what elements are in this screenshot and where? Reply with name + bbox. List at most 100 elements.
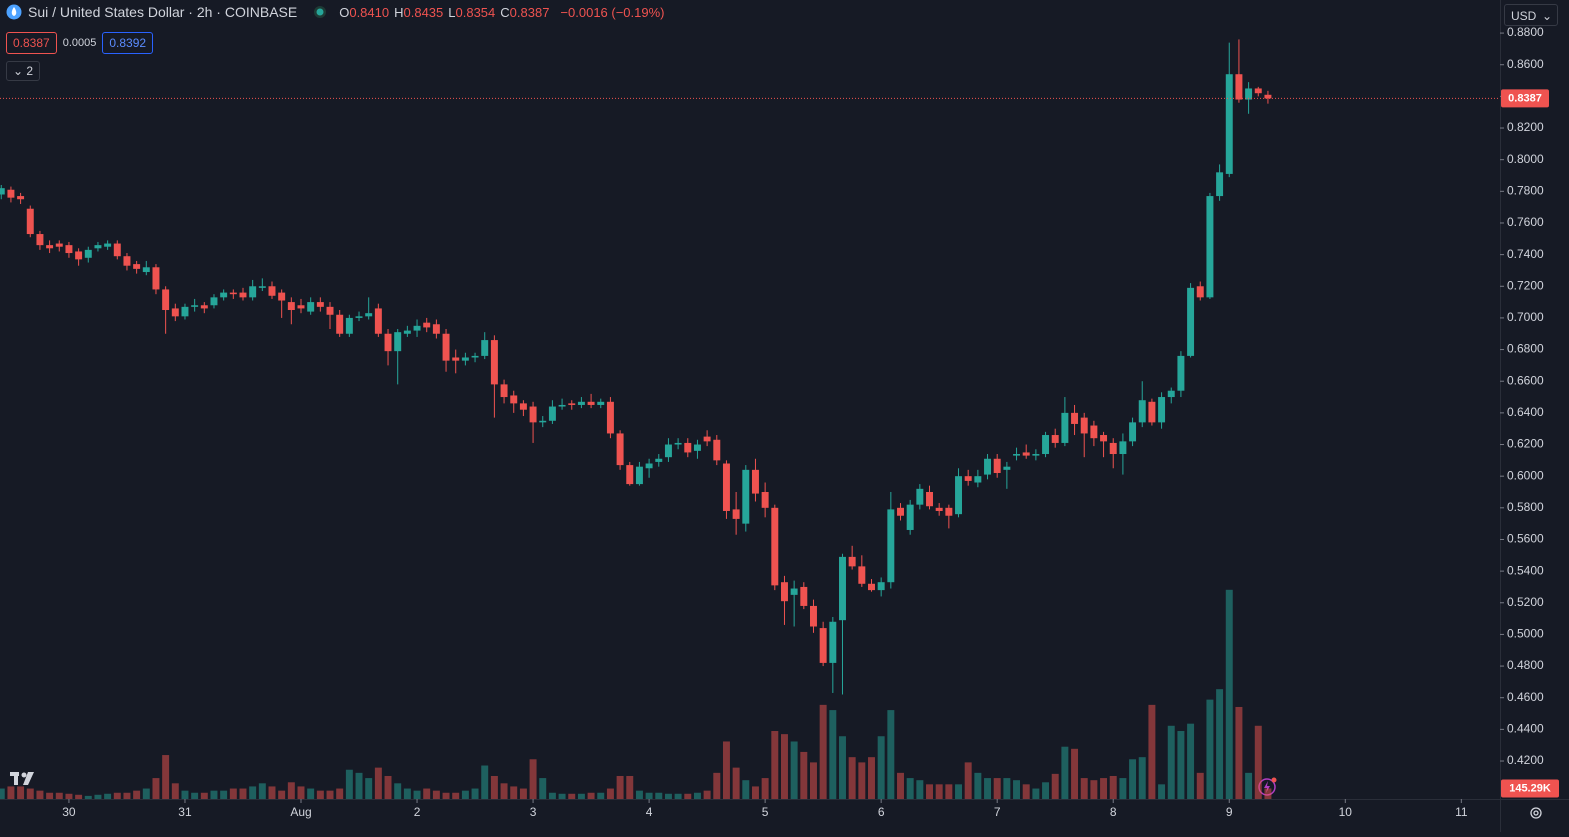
volume-bar bbox=[868, 757, 875, 799]
candle-body bbox=[897, 507, 904, 516]
candle-body bbox=[1071, 412, 1079, 424]
tv-logo bbox=[10, 772, 34, 785]
candle-body bbox=[819, 628, 827, 663]
volume-bar bbox=[519, 788, 527, 799]
volume-bar bbox=[935, 784, 943, 799]
candle-body bbox=[307, 302, 315, 312]
x-tick-label: 6 bbox=[878, 805, 885, 819]
candle-body bbox=[906, 504, 914, 530]
x-tick-label: 7 bbox=[994, 805, 1001, 819]
symbol-title[interactable]: Sui / United States Dollar · 2h · COINBA… bbox=[28, 4, 298, 20]
candle-body bbox=[374, 308, 382, 334]
y-tick-label: 0.6400 bbox=[1507, 405, 1544, 419]
candle-body bbox=[239, 292, 247, 298]
volume-bar bbox=[1013, 780, 1021, 799]
volume-bar bbox=[974, 772, 982, 799]
candle-body bbox=[722, 463, 730, 511]
candle-body bbox=[916, 488, 924, 505]
volume-bar bbox=[220, 790, 228, 799]
ohlc-value: 0.8410 bbox=[349, 4, 390, 20]
candle-body bbox=[1109, 442, 1117, 455]
volume-bar bbox=[819, 704, 827, 799]
price-change: −0.0016 (−0.19%) bbox=[560, 4, 665, 20]
candle-body bbox=[55, 243, 63, 247]
volume-bar bbox=[732, 767, 740, 799]
candle-body bbox=[1158, 397, 1166, 423]
volume-bar bbox=[713, 772, 721, 799]
volume-bar bbox=[693, 792, 701, 799]
volume-bar bbox=[36, 790, 44, 799]
candle-body bbox=[46, 245, 54, 249]
volume-bar bbox=[771, 731, 779, 799]
y-tick-label: 0.4400 bbox=[1507, 722, 1544, 736]
currency-select[interactable]: USD ⌄ bbox=[1504, 4, 1558, 26]
volume-bar bbox=[481, 765, 489, 799]
volume-bar bbox=[722, 741, 730, 799]
volume-bar bbox=[365, 778, 373, 799]
volume-bar bbox=[345, 769, 353, 799]
bid-price[interactable]: 0.8387 bbox=[6, 32, 57, 54]
indicators-toggle[interactable]: ⌄ 2 bbox=[6, 61, 41, 81]
candle-body bbox=[442, 333, 450, 361]
ask-price[interactable]: 0.8392 bbox=[102, 32, 154, 54]
ohlc-values: O 0.8410 H 0.8435 L 0.8354 C 0.8387 bbox=[339, 5, 554, 20]
candle-body bbox=[606, 401, 614, 434]
volume-bar bbox=[597, 792, 605, 799]
volume-bar bbox=[490, 775, 498, 799]
candle-body bbox=[1187, 287, 1195, 356]
candle-body bbox=[1235, 74, 1243, 100]
volume-bar bbox=[1225, 589, 1233, 799]
volume-bar bbox=[55, 792, 63, 799]
candle-body bbox=[626, 465, 634, 485]
volume-bar bbox=[1148, 704, 1156, 799]
candle-body bbox=[355, 316, 363, 318]
volume-bar bbox=[142, 788, 150, 799]
x-tick-label: Aug bbox=[290, 805, 311, 819]
volume-bar bbox=[616, 775, 624, 799]
candle-body bbox=[152, 267, 160, 290]
y-tick-label: 0.7800 bbox=[1507, 183, 1544, 197]
volume-bar bbox=[1042, 782, 1050, 799]
candle-body bbox=[17, 196, 25, 200]
x-tick-label: 10 bbox=[1339, 805, 1353, 819]
volume-bar bbox=[993, 778, 1001, 799]
candle-body bbox=[278, 292, 286, 301]
candle-body bbox=[809, 605, 817, 627]
candle-body bbox=[36, 234, 44, 246]
market-status[interactable] bbox=[313, 5, 327, 19]
price-label: 0.8387 bbox=[1508, 92, 1542, 104]
volume-bar bbox=[1129, 759, 1137, 799]
candle-body bbox=[587, 401, 595, 405]
candle-body bbox=[94, 245, 102, 249]
x-tick-label: 8 bbox=[1110, 805, 1117, 819]
volume-bar bbox=[200, 792, 208, 799]
volume-bar bbox=[1158, 784, 1166, 799]
volume-bar bbox=[1080, 778, 1088, 799]
candle-body bbox=[684, 442, 692, 453]
y-tick-label: 0.4600 bbox=[1507, 690, 1544, 704]
volume-bar bbox=[297, 786, 305, 799]
candle-body bbox=[1206, 196, 1214, 298]
volume-bar bbox=[945, 784, 953, 799]
settings-icon[interactable] bbox=[1530, 807, 1542, 819]
candle-body bbox=[877, 582, 885, 591]
volume-bar bbox=[278, 790, 286, 799]
candle-body bbox=[84, 249, 92, 258]
volume-bar bbox=[162, 755, 170, 799]
volume-bar bbox=[780, 734, 788, 799]
volume-bar bbox=[655, 792, 663, 799]
volume-bar bbox=[529, 759, 537, 799]
symbol-logo bbox=[6, 4, 22, 20]
candle-body bbox=[858, 566, 866, 584]
volume-bar bbox=[229, 788, 237, 799]
y-tick-label: 0.8800 bbox=[1507, 25, 1544, 39]
candle-body bbox=[1100, 435, 1108, 442]
candle-body bbox=[539, 420, 547, 423]
candle-body bbox=[171, 308, 179, 317]
candle-body bbox=[674, 442, 682, 445]
volume-bar bbox=[1071, 748, 1079, 799]
candle-body bbox=[26, 208, 34, 235]
volume-bar bbox=[1003, 778, 1011, 799]
volume-bar bbox=[104, 793, 112, 799]
